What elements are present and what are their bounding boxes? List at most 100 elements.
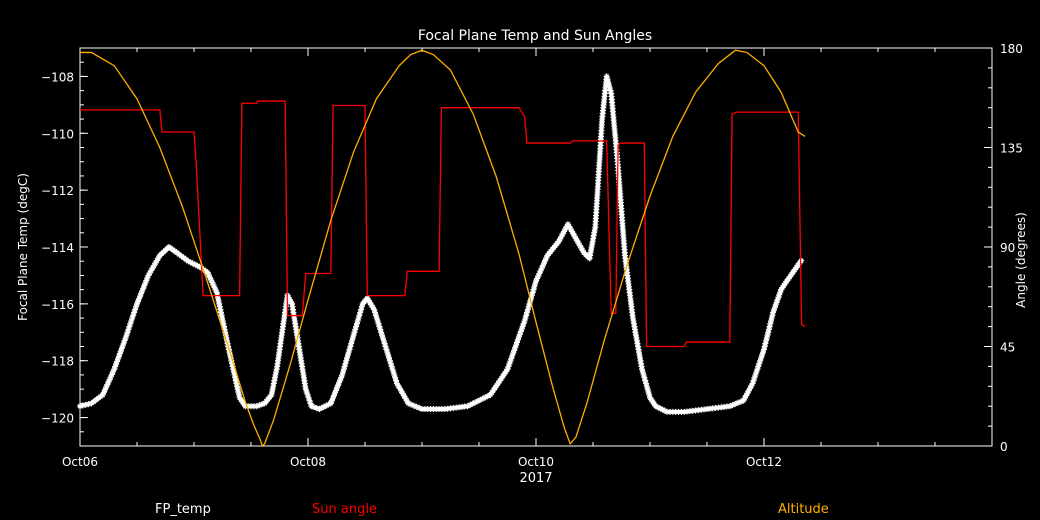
fp-temp-point: [365, 297, 372, 304]
fp-temp-point: [286, 296, 293, 303]
fp-temp-point: [231, 371, 238, 378]
fp-temp-point: [606, 84, 613, 91]
fp-temp-point: [521, 317, 528, 324]
fp-temp-point: [504, 366, 511, 373]
fp-temp-point: [364, 295, 371, 302]
fp-temp-point: [376, 323, 383, 330]
fp-temp-point: [643, 380, 650, 387]
fp-temp-point: [211, 284, 218, 291]
fp-temp-point: [570, 230, 577, 237]
fp-temp-point: [143, 277, 150, 284]
fp-temp-point: [336, 379, 343, 386]
fp-temp-point: [735, 399, 742, 406]
fp-temp-point: [393, 377, 400, 384]
fp-temp-point: [345, 349, 352, 356]
fp-temp-point: [79, 402, 86, 409]
fp-temp-point: [398, 387, 405, 394]
fp-temp-point: [232, 374, 239, 381]
fp-temp-point: [512, 344, 519, 351]
fp-temp-point: [766, 323, 773, 330]
fp-temp-point: [338, 374, 345, 381]
y-right-tick-label: 180: [1000, 42, 1023, 56]
fp-temp-point: [344, 352, 351, 359]
fp-temp-point: [367, 299, 374, 306]
fp-temp-point: [100, 389, 107, 396]
fp-temp-point: [607, 87, 614, 94]
fp-temp-point: [760, 349, 767, 356]
fp-temp-point: [303, 388, 310, 395]
fp-temp-point: [373, 315, 380, 322]
fp-temp-point: [187, 259, 194, 266]
fp-temp-point: [413, 403, 420, 410]
fp-temp-point: [371, 306, 378, 313]
y-left-tick-label: −118: [41, 355, 74, 369]
fp-temp-point: [125, 326, 132, 333]
fp-temp-point: [484, 393, 491, 400]
fp-temp-point: [526, 300, 533, 307]
fp-temp-point: [639, 369, 646, 376]
fp-temp-point: [117, 348, 124, 355]
fp-temp-point: [323, 402, 330, 409]
fp-temp-point: [340, 366, 347, 373]
fp-temp-point: [534, 275, 541, 282]
fp-temp-point: [133, 303, 140, 310]
fp-temp-point: [228, 357, 235, 364]
fp-temp-point: [118, 345, 125, 352]
fp-temp-point: [137, 293, 144, 300]
y-left-tick-label: −108: [41, 70, 74, 84]
fp-temp-point: [750, 377, 757, 384]
fp-temp-point: [77, 403, 83, 410]
fp-temp-point: [348, 337, 355, 344]
fp-temp-point: [639, 366, 646, 373]
fp-temp-point: [304, 391, 311, 398]
fp-temp-point: [259, 401, 266, 408]
fp-temp-point: [110, 368, 117, 375]
fp-temp-point: [126, 323, 133, 330]
fp-temp-point: [765, 329, 772, 336]
legend-fp-temp: FP_temp: [155, 502, 211, 517]
fp-temp-point: [127, 320, 134, 327]
fp-temp-point: [777, 289, 784, 296]
series-sun-angle-line: [80, 100, 806, 348]
fp-temp-point: [661, 407, 668, 414]
fp-temp-point: [579, 247, 586, 254]
y-left-tick-label: −112: [41, 184, 74, 198]
fp-temp-point: [325, 401, 332, 408]
fp-temp-point: [332, 387, 339, 394]
fp-temp-point: [768, 317, 775, 324]
fp-temp-point: [122, 334, 129, 341]
fp-temp-point: [316, 406, 323, 413]
fp-temp-point: [140, 285, 147, 292]
fp-temp-point: [136, 295, 143, 302]
fp-temp-point: [232, 377, 239, 384]
fp-temp-point: [123, 332, 130, 339]
fp-temp-point: [391, 371, 398, 378]
fp-temp-point: [408, 401, 415, 408]
fp-temp-point: [235, 388, 242, 395]
fp-temp-point: [111, 366, 118, 373]
fp-temp-point: [763, 334, 770, 341]
fp-temp-point: [334, 384, 341, 391]
fp-temp-point: [346, 346, 353, 353]
fp-temp-point: [539, 262, 546, 269]
legend-sun-angle: Sun angle: [312, 502, 377, 517]
series-fp-temp: [77, 73, 805, 415]
fp-temp-point: [558, 233, 565, 240]
fp-temp-point: [135, 298, 142, 305]
fp-temp-point: [142, 280, 149, 287]
fp-temp-point: [659, 406, 666, 413]
fp-temp-point: [514, 339, 520, 346]
fp-temp-point: [358, 303, 365, 310]
fp-temp-point: [305, 394, 312, 401]
fp-temp-point: [640, 371, 647, 378]
chart-title: Focal Plane Temp and Sun Angles: [418, 28, 652, 44]
fp-temp-point: [537, 267, 544, 274]
fp-temp-point: [755, 363, 762, 370]
fp-temp-point: [375, 320, 382, 327]
fp-temp-point: [535, 272, 542, 279]
fp-temp-point: [388, 363, 395, 370]
fp-temp-point: [574, 237, 581, 244]
fp-temp-point: [540, 260, 547, 267]
fp-temp-point: [206, 274, 213, 281]
fp-temp-point: [523, 312, 530, 319]
